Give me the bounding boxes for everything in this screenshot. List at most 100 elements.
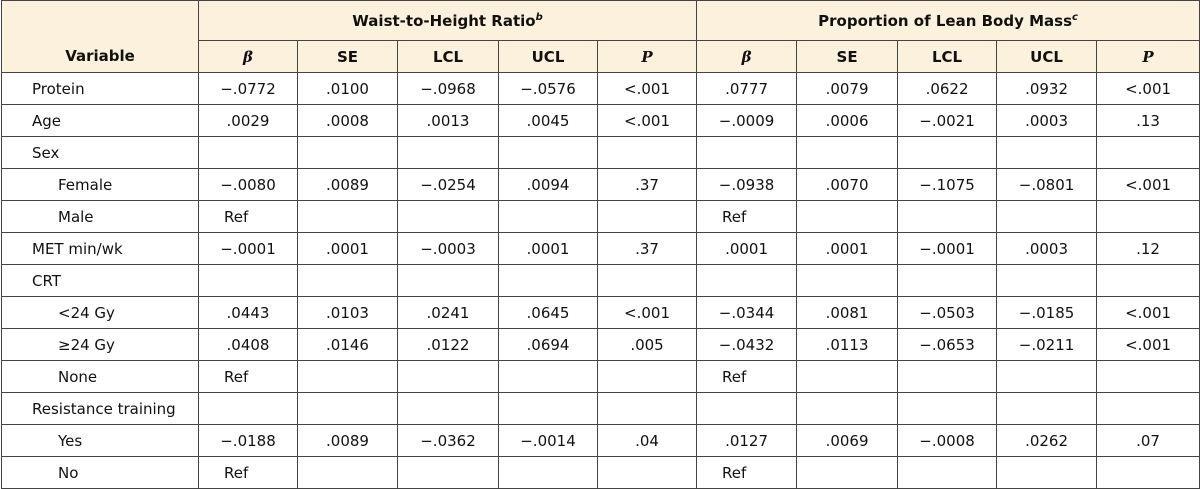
table-cell: .0241: [397, 296, 499, 329]
group-title: Proportion of Lean Body Mass: [818, 11, 1072, 30]
row-label: ≥24 Gy: [1, 328, 199, 361]
table-cell: .0013: [397, 104, 499, 137]
table-cell: [297, 360, 398, 393]
table-row: MET min/wk −.0001.0001 −.0003.0001.37.0001…: [1, 232, 1200, 265]
table-cell: [596, 264, 698, 297]
table-cell: [996, 264, 1098, 297]
table-cell: .0146: [297, 328, 398, 361]
table-cell: [897, 392, 998, 425]
table-cell: <.001: [596, 104, 698, 137]
table-cell: .0127: [696, 424, 798, 457]
table-cell: .0001: [297, 232, 398, 265]
table-cell: <.001: [596, 72, 698, 105]
table-header: Variable Waist-to-Height Ratiob Proportio…: [1, 0, 1200, 73]
table-cell: [897, 360, 998, 393]
table-row: CRT: [1, 264, 1200, 297]
table-cell: .0408: [198, 328, 298, 361]
table-cell: .0001: [796, 232, 899, 265]
table-cell: Ref: [696, 360, 798, 393]
group-header: Waist-to-Height Ratiob: [197, 0, 698, 41]
table-cell: [796, 392, 899, 425]
row-label: Sex: [1, 136, 199, 169]
column-header: β: [198, 40, 298, 73]
row-label: MET min/wk: [1, 232, 199, 265]
table-row: Female −.0080.0089 −.0254.0094.37 −.0938.00…: [1, 168, 1200, 201]
table-cell: .0694: [498, 328, 598, 361]
table-cell: Ref: [696, 456, 798, 489]
table-cell: .0443: [198, 296, 298, 329]
table-cell: <.001: [1096, 328, 1200, 361]
table-cell: .0932: [996, 72, 1098, 105]
table-cell: <.001: [1096, 296, 1200, 329]
table-cell: [796, 456, 899, 489]
table-cell: .0089: [297, 168, 398, 201]
table-cell: <.001: [1096, 72, 1200, 105]
table-cell: [297, 264, 398, 297]
table-cell: [596, 136, 698, 169]
table-cell: .0029: [198, 104, 298, 137]
row-label: No: [1, 456, 199, 489]
column-header: β: [696, 40, 798, 73]
table-cell: [297, 456, 398, 489]
table-cell: .0103: [297, 296, 398, 329]
footnote-mark: c: [1072, 11, 1078, 23]
column-header: LCL: [397, 40, 499, 73]
table-row: ≥24 Gy .0408.0146.0122.0694.005 −.0432.011…: [1, 328, 1200, 361]
table-cell: [498, 264, 598, 297]
table-cell: [198, 136, 298, 169]
table-cell: [1096, 136, 1200, 169]
table-cell: .0089: [297, 424, 398, 457]
row-label: Resistance training: [1, 392, 199, 425]
row-label: Age: [1, 104, 199, 137]
table-cell: [897, 136, 998, 169]
table-cell: [897, 264, 998, 297]
table-cell: [996, 392, 1098, 425]
variable-header: Variable: [1, 0, 199, 73]
table-body: Protein −.0772.0100 −.0968 −.0576 <.001.0777…: [1, 72, 1200, 489]
table-cell: .0645: [498, 296, 598, 329]
table-cell: [596, 392, 698, 425]
table-cell: [596, 360, 698, 393]
table-cell: [596, 200, 698, 233]
table-cell: −.0001: [897, 232, 998, 265]
table-cell: [397, 360, 499, 393]
table-cell: .0006: [796, 104, 899, 137]
table-cell: .0003: [996, 232, 1098, 265]
table-cell: −.0772: [198, 72, 298, 105]
table-cell: [796, 200, 899, 233]
table-cell: −.1075: [897, 168, 998, 201]
table-cell: .0070: [796, 168, 899, 201]
table-cell: .04: [596, 424, 698, 457]
table-cell: [397, 456, 499, 489]
table-cell: [498, 392, 598, 425]
table-cell: [397, 264, 499, 297]
table-cell: [397, 200, 499, 233]
table-cell: [696, 136, 798, 169]
column-header: P: [596, 40, 698, 73]
table-cell: Ref: [696, 200, 798, 233]
table-cell: <.001: [596, 296, 698, 329]
table-cell: .0008: [297, 104, 398, 137]
table-cell: −.0001: [198, 232, 298, 265]
table-cell: [696, 264, 798, 297]
table-cell: .0003: [996, 104, 1098, 137]
table-cell: Ref: [198, 360, 298, 393]
table-cell: .0113: [796, 328, 899, 361]
table-cell: −.0254: [397, 168, 499, 201]
table-cell: [498, 456, 598, 489]
table-cell: .0100: [297, 72, 398, 105]
table-cell: .0001: [696, 232, 798, 265]
table-cell: [297, 392, 398, 425]
table-row: No Ref Ref: [1, 456, 1200, 489]
table-cell: [996, 136, 1098, 169]
table-cell: −.0432: [696, 328, 798, 361]
column-header: UCL: [498, 40, 598, 73]
table-cell: [1096, 264, 1200, 297]
table-cell: .0094: [498, 168, 598, 201]
table-cell: [297, 200, 398, 233]
column-header: SE: [297, 40, 398, 73]
table-cell: .0001: [498, 232, 598, 265]
table-cell: .07: [1096, 424, 1200, 457]
